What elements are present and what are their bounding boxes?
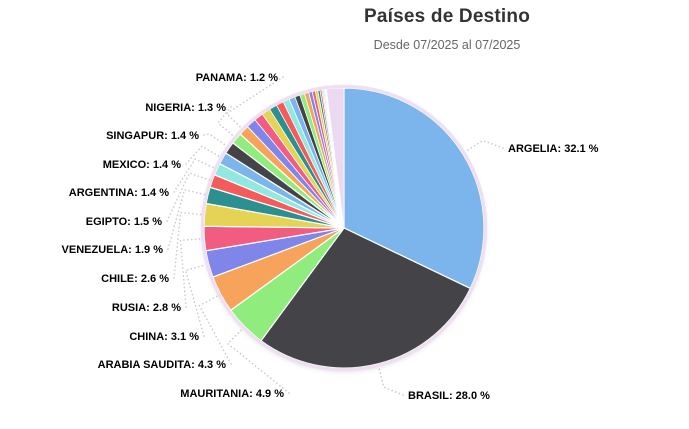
- label-connector-brasil: [377, 365, 404, 396]
- label-connector-singapur: [203, 133, 228, 147]
- label-connector-china: [184, 264, 207, 337]
- slice-label-nigeria: NIGERIA: 1.3 %: [145, 102, 226, 114]
- label-connector-argentina: [173, 158, 215, 193]
- slice-label-mexico: MEXICO: 1.4 %: [103, 159, 181, 171]
- label-connector-chile: [173, 211, 203, 279]
- label-connector-arabia-saudita: [198, 294, 232, 365]
- slice-label-chile: CHILE: 2.6 %: [101, 273, 169, 285]
- slice-label-brasil: BRASIL: 28.0 %: [408, 390, 490, 402]
- label-connector-venezuela: [167, 188, 206, 250]
- label-connector-mauritania: [226, 328, 290, 394]
- slice-label-mauritania: MAURITANIA: 4.9 %: [180, 388, 284, 400]
- slice-label-egipto: EGIPTO: 1.5 %: [86, 216, 162, 228]
- label-connector-panama: [225, 76, 284, 129]
- pie-slice-pale-slice[interactable]: [326, 87, 345, 229]
- slice-label-singapur: SINGAPUR: 1.4 %: [106, 130, 199, 142]
- label-connector-egipto: [166, 171, 211, 222]
- chart-subtitle: Desde 07/2025 al 07/2025: [373, 38, 521, 52]
- slice-label-argelia: ARGELIA: 32.1 %: [508, 143, 599, 155]
- slice-label-arabia-saudita: ARABIA SAUDITA: 4.3 %: [98, 359, 227, 371]
- slice-label-rusia: RUSIA: 2.8 %: [112, 302, 181, 314]
- slice-label-argentina: ARGENTINA: 1.4 %: [69, 187, 169, 199]
- label-connector-mexico: [185, 145, 221, 165]
- chart-title: Países de Destino: [363, 6, 531, 27]
- slice-label-panama: PANAMA: 1.2 %: [196, 72, 279, 84]
- pie-outer-ring: [200, 84, 488, 372]
- pie-slice-argelia[interactable]: [343, 87, 485, 289]
- label-connector-argelia: [464, 139, 504, 153]
- pie-slice-brasil[interactable]: [260, 227, 471, 369]
- label-connector-rusia: [179, 238, 203, 308]
- label-connector-nigeria: [216, 106, 235, 138]
- slice-label-venezuela: VENEZUELA: 1.9 %: [62, 244, 164, 256]
- pie-slices-group: [203, 87, 485, 369]
- slice-label-china: CHINA: 3.1 %: [129, 331, 199, 343]
